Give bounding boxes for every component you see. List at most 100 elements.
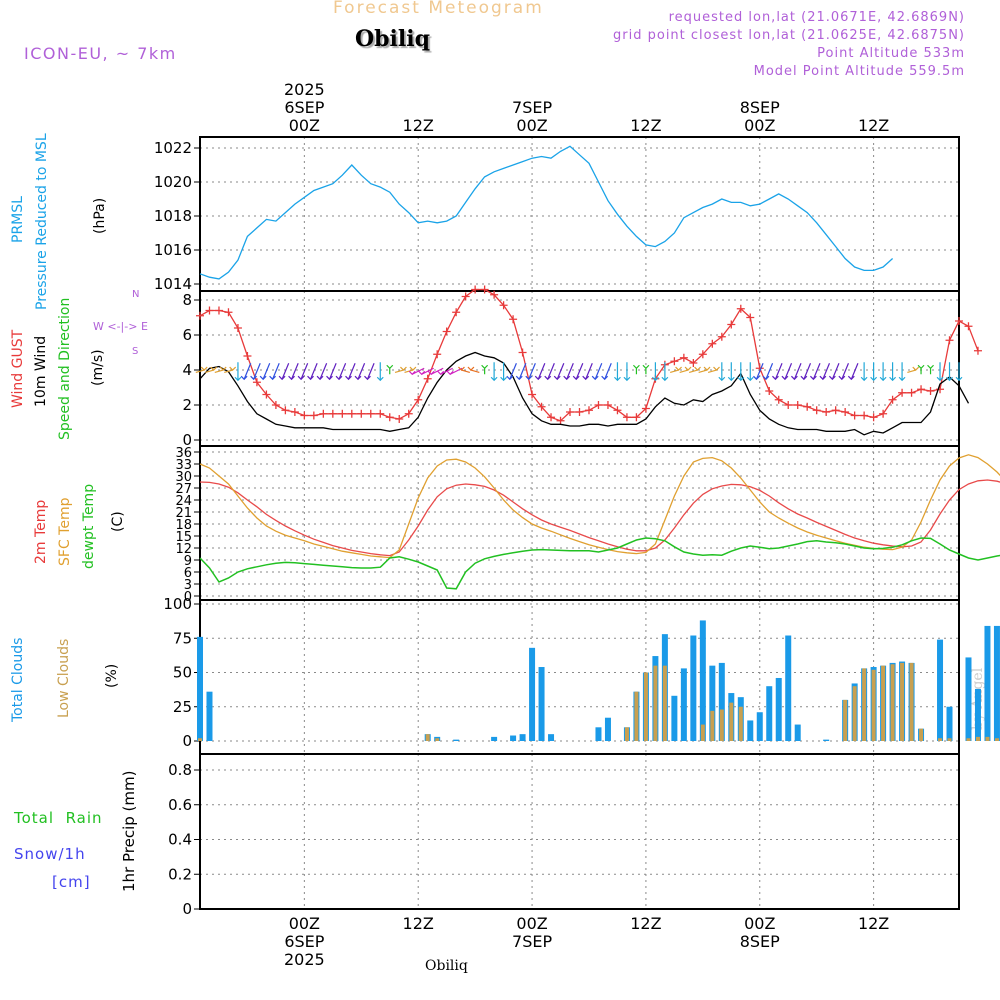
wind-barb-head	[790, 375, 798, 381]
y-tick-label: 30	[175, 470, 192, 485]
compass-s: S	[132, 346, 139, 357]
y-tick-label: 25	[173, 698, 192, 716]
gust-marker	[328, 409, 337, 418]
wind-barb-head	[582, 375, 590, 381]
low-cloud-bar	[862, 668, 867, 741]
panel-frame	[199, 290, 960, 447]
gust-marker	[717, 332, 726, 341]
gust-marker	[385, 413, 394, 422]
total-cloud-bar	[946, 706, 953, 741]
compass-n: N	[132, 289, 140, 300]
wind-barb	[850, 363, 859, 380]
wind-barb	[272, 363, 280, 380]
gust-marker	[214, 306, 223, 315]
y-tick-label: 100	[163, 595, 192, 613]
gust-marker	[205, 306, 214, 315]
series-line-10m-wind	[199, 351, 970, 436]
model-altitude: Model Point Altitude 559.5m	[753, 64, 965, 79]
gust-marker	[395, 415, 404, 423]
gust-marker	[566, 408, 575, 416]
gust-marker	[252, 378, 261, 387]
low-cloud-bar	[900, 662, 905, 741]
wind-barb-head	[936, 376, 944, 382]
top-axis-label: 00Z	[516, 116, 547, 135]
gust-marker	[869, 413, 878, 422]
total-cloud-bar	[699, 620, 706, 741]
wind-barb	[528, 363, 536, 380]
wind-barb-head	[400, 366, 407, 371]
top-axis-label: 00Z	[744, 116, 775, 135]
wind-barb	[803, 363, 812, 380]
wind-barb-head	[737, 376, 745, 382]
wind-barb	[604, 363, 612, 380]
wind-barb	[430, 367, 444, 375]
y-tick-label: 6	[184, 566, 192, 581]
gust-marker	[622, 413, 631, 422]
requested-coords: requested lon,lat (21.0671E, 42.6869N)	[668, 10, 965, 25]
y-tick-label: 1020	[154, 173, 192, 191]
gust-marker	[366, 409, 375, 418]
wind-barb	[404, 369, 414, 374]
low-cloud-bar	[871, 669, 876, 741]
gust-marker	[727, 320, 736, 329]
wind-barb	[537, 363, 546, 380]
y-tick-label: 15	[175, 530, 192, 545]
low-cloud-bar	[719, 709, 724, 741]
low-cloud-bar	[643, 672, 648, 741]
series-line-2m-temp	[199, 479, 1000, 557]
gust-marker	[547, 413, 556, 422]
total-cloud-bar	[785, 635, 792, 741]
wind-barb-head	[623, 376, 631, 382]
top-axis-label: 6SEP	[284, 98, 324, 117]
gust-marker	[784, 401, 793, 409]
gust-marker	[414, 395, 423, 404]
wind-barb-head	[772, 375, 779, 381]
wind-barb-head	[889, 376, 897, 382]
y-tick-label: 33	[175, 458, 192, 473]
wind-barb-head	[544, 375, 552, 381]
gust-marker	[698, 350, 707, 359]
total-cloud-bar	[775, 677, 782, 741]
series-line-prmsl	[199, 145, 894, 280]
total-cloud-bar	[756, 712, 763, 741]
top-axis-label: 8SEP	[740, 98, 780, 117]
wind-barb	[755, 363, 764, 380]
wind-barb-head	[781, 375, 789, 381]
wind-barb-head	[210, 366, 218, 371]
y-tick-label: 0.6	[168, 796, 192, 814]
gust-marker	[812, 406, 821, 415]
wind-barb	[338, 363, 347, 380]
bottom-axis-label: 00Z	[744, 914, 775, 933]
wind-barb	[812, 363, 821, 380]
total-cloud-bar	[197, 636, 203, 741]
gust-marker	[888, 395, 897, 404]
y-tick-label: 3	[184, 578, 192, 593]
y-tick-label: 0.8	[168, 761, 192, 779]
series-line-sfc-temp	[199, 454, 1000, 559]
total-cloud-bar	[766, 686, 773, 741]
y-tick-label: 0	[182, 431, 192, 449]
y-tick-label: 75	[173, 629, 192, 647]
total-cloud-bar	[491, 736, 498, 741]
wind-barb-head	[838, 375, 846, 381]
wind-barb	[784, 363, 793, 380]
total-cloud-bar	[519, 734, 526, 741]
wind-barb-head	[572, 375, 580, 381]
gust-marker	[471, 285, 480, 294]
wind-barb-head	[335, 375, 343, 381]
wind-barb-head	[955, 376, 963, 382]
total-cloud-bar	[538, 667, 545, 741]
panel-frame	[199, 753, 960, 910]
total-cloud-bar	[993, 625, 1000, 741]
low-cloud-bar	[425, 734, 430, 741]
wind-barb-head	[753, 375, 760, 381]
wind-barb-head	[800, 375, 808, 381]
total-cloud-bar	[453, 739, 460, 741]
wind-barb-head	[376, 376, 384, 382]
y-tick-label: 0	[182, 900, 192, 918]
wind-barb	[566, 363, 574, 380]
wind-barb	[411, 367, 425, 375]
wind-barb	[319, 363, 328, 380]
wind-barb-head	[591, 375, 599, 381]
wind-barb	[841, 363, 850, 380]
